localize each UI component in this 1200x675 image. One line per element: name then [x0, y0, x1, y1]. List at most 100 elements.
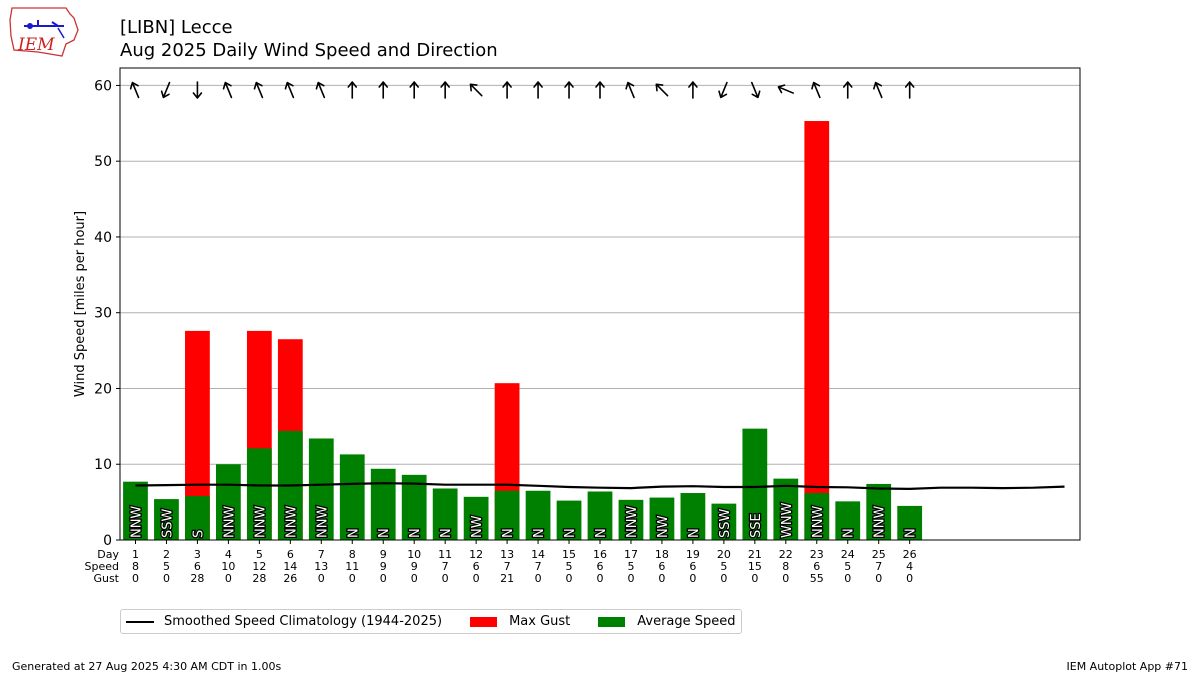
climatology-line [135, 482, 1065, 491]
average-speed-bar [773, 478, 799, 540]
direction-label: N [532, 528, 547, 538]
direction-label: N [377, 528, 392, 538]
direction-label: S [191, 530, 206, 538]
gust-label: 0 [132, 572, 139, 585]
direction-label: NNW [222, 506, 237, 538]
average-speed-bar [463, 496, 489, 540]
average-speed-bar [866, 483, 892, 540]
average-speed-bar [525, 490, 551, 540]
gust-label: 0 [751, 572, 758, 585]
y-tick-label: 50 [94, 154, 112, 170]
day-label: 13 [500, 548, 514, 561]
chart-title: Aug 2025 Daily Wind Speed and Direction [120, 40, 498, 61]
average-speed-bar [370, 468, 396, 540]
wind-direction-arrow [440, 81, 450, 99]
speed-label: 6 [597, 560, 604, 573]
table-row-label: Speed [85, 560, 119, 573]
gust-label: 0 [225, 572, 232, 585]
direction-label: SSE [749, 513, 764, 538]
speed-label: 6 [689, 560, 696, 573]
direction-label: WNW [780, 502, 795, 538]
direction-label: N [408, 528, 423, 538]
day-label: 10 [407, 548, 421, 561]
y-tick-label: 10 [94, 457, 112, 473]
table-row-label: Day [97, 548, 119, 561]
day-label: 24 [841, 548, 855, 561]
y-tick-label: 40 [94, 230, 112, 246]
gust-label: 0 [473, 572, 480, 585]
gust-label: 0 [380, 572, 387, 585]
average-speed-bar [587, 491, 613, 540]
wind-direction-arrow [718, 81, 728, 99]
wind-direction-arrow [192, 81, 203, 99]
speed-label: 12 [252, 560, 266, 573]
direction-label: NNW [284, 506, 299, 538]
day-label: 8 [349, 548, 356, 561]
direction-label: SSW [718, 508, 733, 538]
gust-label: 0 [442, 572, 449, 585]
wind-direction-arrow [777, 84, 794, 94]
legend-item-climatology: Smoothed Speed Climatology (1944-2025) [126, 614, 442, 629]
y-tick-label: 0 [103, 533, 112, 549]
wind-direction-arrow [347, 81, 358, 99]
legend-label-gust: Max Gust [509, 614, 571, 629]
direction-label: SSW [160, 508, 175, 538]
wind-direction-arrow [533, 81, 543, 99]
wind-direction-arrow [688, 81, 698, 99]
gust-label: 26 [283, 572, 297, 585]
average-speed-bar [123, 481, 148, 540]
average-speed-bar [154, 499, 179, 540]
day-label: 9 [380, 548, 387, 561]
logo-text: IEM [17, 35, 55, 55]
speed-label: 7 [535, 560, 542, 573]
chart-legend: Smoothed Speed Climatology (1944-2025) M… [120, 609, 742, 634]
direction-label: N [594, 528, 609, 538]
direction-label: NNW [873, 506, 888, 538]
day-label: 7 [318, 548, 325, 561]
day-label: 19 [686, 548, 700, 561]
direction-label: NNW [811, 506, 826, 538]
speed-label: 9 [411, 560, 418, 573]
y-tick-label: 60 [94, 78, 112, 94]
day-label: 20 [717, 548, 731, 561]
average-speed-bar [246, 448, 272, 540]
average-speed-bar [711, 503, 737, 540]
wind-direction-arrow [469, 83, 483, 97]
average-speed-bar [185, 496, 210, 540]
gust-label: 0 [689, 572, 696, 585]
day-label: 1 [132, 548, 139, 561]
gust-label: 21 [500, 572, 514, 585]
gust-label: 0 [566, 572, 573, 585]
gust-label: 0 [318, 572, 325, 585]
wind-direction-arrow [253, 81, 264, 99]
legend-line-icon [126, 620, 154, 623]
speed-label: 5 [566, 560, 573, 573]
speed-label: 6 [473, 560, 480, 573]
average-speed-bar [494, 490, 520, 540]
gust-label: 0 [720, 572, 727, 585]
wind-direction-arrow [904, 81, 915, 99]
direction-label: N [842, 528, 857, 538]
legend-item-gust: Max Gust [470, 614, 570, 629]
gust-label: 0 [658, 572, 665, 585]
wind-direction-arrow [315, 81, 326, 99]
direction-label: NW [470, 515, 485, 538]
gust-label: 0 [782, 572, 789, 585]
speed-label: 4 [906, 560, 913, 573]
direction-label: NNW [253, 506, 268, 538]
speed-label: 5 [720, 560, 727, 573]
average-speed-bar [216, 464, 241, 540]
gust-label: 0 [906, 572, 913, 585]
wind-direction-arrow [284, 81, 295, 99]
day-label: 22 [779, 548, 793, 561]
day-label: 2 [163, 548, 170, 561]
legend-average-swatch [598, 616, 626, 627]
average-speed-bar [835, 501, 861, 540]
direction-label: N [501, 528, 516, 538]
speed-label: 6 [658, 560, 665, 573]
speed-label: 8 [782, 560, 789, 573]
wind-direction-arrow [378, 81, 389, 99]
wind-direction-arrow [750, 81, 761, 99]
gust-label: 0 [535, 572, 542, 585]
